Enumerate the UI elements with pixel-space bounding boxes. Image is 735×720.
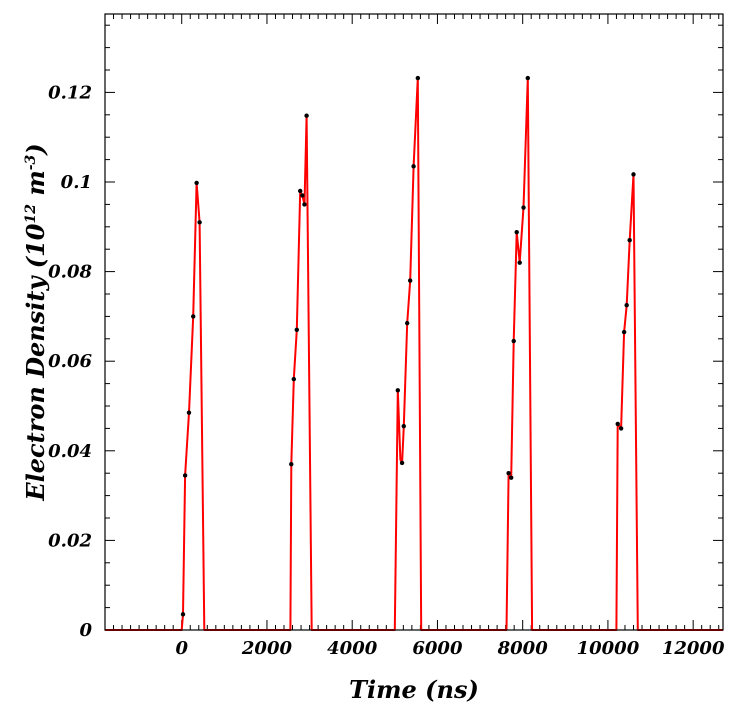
y-tick-label: 0.06: [48, 351, 92, 372]
x-tick-label: 0: [175, 638, 188, 659]
plot-frame: [104, 13, 724, 631]
y-tick-label: 0.02: [48, 530, 92, 551]
data-point: [300, 193, 305, 198]
data-point: [395, 388, 401, 393]
data-point: [627, 238, 632, 243]
data-point: [399, 460, 405, 466]
data-point: [514, 229, 519, 235]
data-point: [411, 164, 416, 169]
data-point: [618, 426, 624, 431]
data-point: [508, 475, 514, 480]
data-point: [182, 473, 188, 478]
data-point: [304, 113, 309, 118]
y-axis-title-mid: m: [21, 170, 50, 204]
x-tick-label: 10000: [577, 638, 640, 659]
data-point: [407, 278, 413, 283]
data-point: [302, 202, 307, 207]
data-point: [615, 421, 620, 427]
data-point: [511, 338, 516, 344]
y-axis-title-suffix: ): [21, 143, 50, 155]
y-axis-title: Electron Density (1012 m-3): [21, 143, 50, 501]
y-tick-label: 0: [79, 620, 92, 641]
x-tick-label: 6000: [412, 638, 463, 659]
series-layer: [105, 75, 723, 631]
data-point: [517, 260, 522, 265]
data-point: [631, 172, 636, 177]
y-axis-title-exp1: 12: [23, 204, 39, 224]
data-point: [298, 188, 303, 194]
data-point: [289, 462, 294, 467]
tick-marks: [104, 14, 723, 631]
data-point: [624, 303, 629, 308]
data-point: [291, 376, 297, 382]
x-tick-labels: 0 2000 4000 6000 8000 10000 12000: [175, 638, 724, 659]
x-axis-title: Time (ns): [349, 675, 479, 704]
x-tick-label: 2000: [241, 638, 293, 659]
x-tick-label: 4000: [327, 638, 378, 659]
data-point: [194, 180, 199, 186]
series-line: [105, 77, 723, 631]
x-tick-label: 12000: [662, 638, 725, 659]
data-point: [506, 471, 511, 476]
data-point: [191, 314, 196, 319]
y-tick-label: 0.1: [61, 172, 92, 193]
data-point: [401, 423, 406, 429]
data-point: [521, 205, 526, 210]
data-point: [621, 329, 627, 335]
y-tick-labels: 0 0.02 0.04 0.06 0.08 0.1 0.12: [48, 82, 92, 641]
data-point: [294, 327, 299, 333]
data-point: [525, 75, 530, 81]
x-tick-label: 8000: [497, 638, 549, 659]
data-point: [404, 320, 410, 326]
y-axis-title-prefix: Electron Density (10: [21, 223, 50, 501]
y-tick-label: 0.08: [48, 262, 92, 283]
y-tick-label: 0.04: [48, 441, 92, 462]
data-point: [415, 75, 421, 81]
data-point: [180, 612, 186, 617]
y-tick-label: 0.12: [48, 82, 92, 103]
data-point: [197, 220, 202, 225]
data-point: [186, 410, 192, 415]
y-axis-title-exp2: -3: [23, 154, 39, 170]
